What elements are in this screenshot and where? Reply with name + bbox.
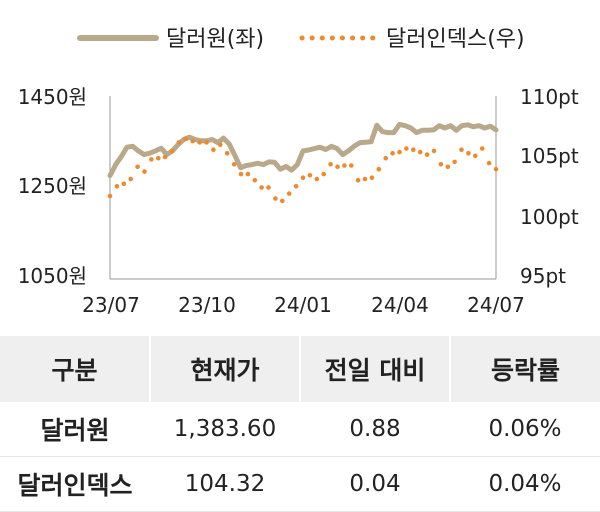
right-tick-105: 105pt [520, 144, 579, 168]
data-point-dxy [218, 142, 223, 148]
data-point-dxy [204, 140, 209, 145]
data-point-dxy [197, 140, 202, 145]
data-point-dxy [431, 148, 437, 154]
data-point-dxy [176, 140, 182, 145]
data-point-dxy [417, 149, 423, 155]
header-category: 구분 [0, 336, 151, 402]
x-tick-24-01: 24/01 [274, 293, 332, 317]
x-axis-ticks: 23/07 23/10 24/01 24/04 24/07 [82, 293, 525, 317]
data-point-dxy [252, 177, 258, 183]
data-point-dxy [245, 171, 251, 177]
data-point-dxy [486, 160, 492, 166]
row-change: 0.88 [300, 402, 450, 457]
row-label: 달러원 [0, 402, 150, 457]
data-point-dxy [211, 147, 216, 152]
row-price: 104.32 [150, 456, 300, 512]
data-point-dxy [424, 152, 430, 157]
right-axis-ticks: 110pt 105pt 100pt 95pt [520, 85, 579, 288]
row-change: 0.04 [300, 456, 450, 512]
data-point-dxy [335, 164, 340, 170]
data-point-dxy [404, 146, 409, 151]
legend-label-dxy: 달러인덱스(우) [386, 27, 525, 52]
data-point-dxy [238, 171, 244, 177]
series-line-usdkrw [107, 121, 499, 179]
data-point-dxy [190, 138, 195, 144]
data-point-dxy [466, 151, 471, 156]
data-point-dxy [411, 147, 416, 152]
row-change-rate: 0.06% [450, 402, 600, 457]
row-label: 달러인덱스 [0, 456, 150, 512]
x-tick-24-04: 24/04 [371, 293, 429, 317]
data-point-dxy [266, 185, 271, 190]
data-point-dxy [321, 171, 327, 177]
data-point-dxy [273, 196, 278, 201]
table-row: 달러원 1,383.60 0.88 0.06% [0, 402, 600, 457]
data-point-dxy [286, 191, 292, 196]
data-point-dxy [452, 159, 457, 165]
right-tick-95: 95pt [520, 264, 566, 288]
data-point-dxy [300, 175, 306, 180]
data-point-dxy [342, 163, 347, 168]
data-point-dxy [121, 181, 127, 187]
series-layer [107, 121, 499, 204]
left-tick-1050: 1050원 [18, 264, 87, 288]
data-point-dxy [107, 193, 113, 199]
x-tick-23-07: 23/07 [82, 293, 140, 317]
data-point-dxy [438, 162, 444, 167]
data-point-dxy [149, 157, 154, 162]
header-price: 현재가 [150, 336, 301, 402]
data-point-dxy [349, 163, 354, 168]
data-point-dxy [376, 166, 382, 172]
header-change: 전일 대비 [300, 336, 451, 402]
legend-label-usdkrw: 달러원(좌) [166, 27, 264, 52]
data-point-dxy [259, 185, 264, 190]
plot-frame [109, 96, 497, 280]
series-points-dxy [107, 136, 499, 204]
data-point-dxy [459, 147, 464, 152]
data-point-dxy [473, 153, 478, 159]
right-tick-110: 110pt [520, 85, 579, 109]
data-point-dxy [383, 155, 389, 161]
data-point-dxy [280, 198, 285, 204]
data-point-dxy [293, 184, 299, 189]
data-point-dxy [307, 173, 313, 178]
data-point-dxy [445, 164, 451, 170]
chart-legend: 달러원(좌) 달러인덱스(우) [77, 27, 525, 52]
data-point-dxy [328, 162, 333, 167]
data-point-dxy [156, 155, 161, 161]
row-price: 1,383.60 [150, 402, 300, 457]
exchange-rate-chart: 달러원(좌) 달러인덱스(우) 1450원 1250원 1050원 110pt … [18, 27, 579, 317]
data-point-dxy [142, 169, 147, 174]
data-point-dxy [390, 151, 395, 156]
data-point-dxy [169, 148, 175, 154]
data-point-dxy [128, 176, 133, 182]
left-tick-1250: 1250원 [18, 174, 87, 198]
left-axis-ticks: 1450원 1250원 1050원 [18, 85, 87, 288]
quote-table: 구분 현재가 전일 대비 등락률 달러원 1,383.60 0.88 0.06%… [0, 336, 600, 512]
data-point-dxy [314, 176, 320, 182]
table-header-row: 구분 현재가 전일 대비 등락률 [0, 336, 600, 402]
data-point-dxy [162, 154, 168, 160]
data-point-dxy [362, 176, 368, 182]
data-point-dxy [224, 151, 230, 156]
data-point-dxy [183, 136, 189, 141]
data-point-dxy [479, 146, 485, 151]
left-tick-1450: 1450원 [18, 85, 87, 109]
right-tick-100: 100pt [520, 205, 579, 229]
header-change-rate: 등락률 [450, 336, 600, 402]
x-tick-23-10: 23/10 [178, 293, 236, 317]
row-change-rate: 0.04% [450, 456, 600, 512]
data-point-dxy [135, 164, 140, 170]
data-point-dxy [493, 166, 499, 172]
data-point-dxy [355, 177, 361, 183]
data-point-dxy [231, 162, 237, 167]
data-point-dxy [369, 175, 375, 180]
x-tick-24-07: 24/07 [467, 293, 525, 317]
table-row: 달러인덱스 104.32 0.04 0.04% [0, 456, 600, 512]
data-point-dxy [397, 149, 402, 155]
data-point-dxy [114, 184, 120, 189]
